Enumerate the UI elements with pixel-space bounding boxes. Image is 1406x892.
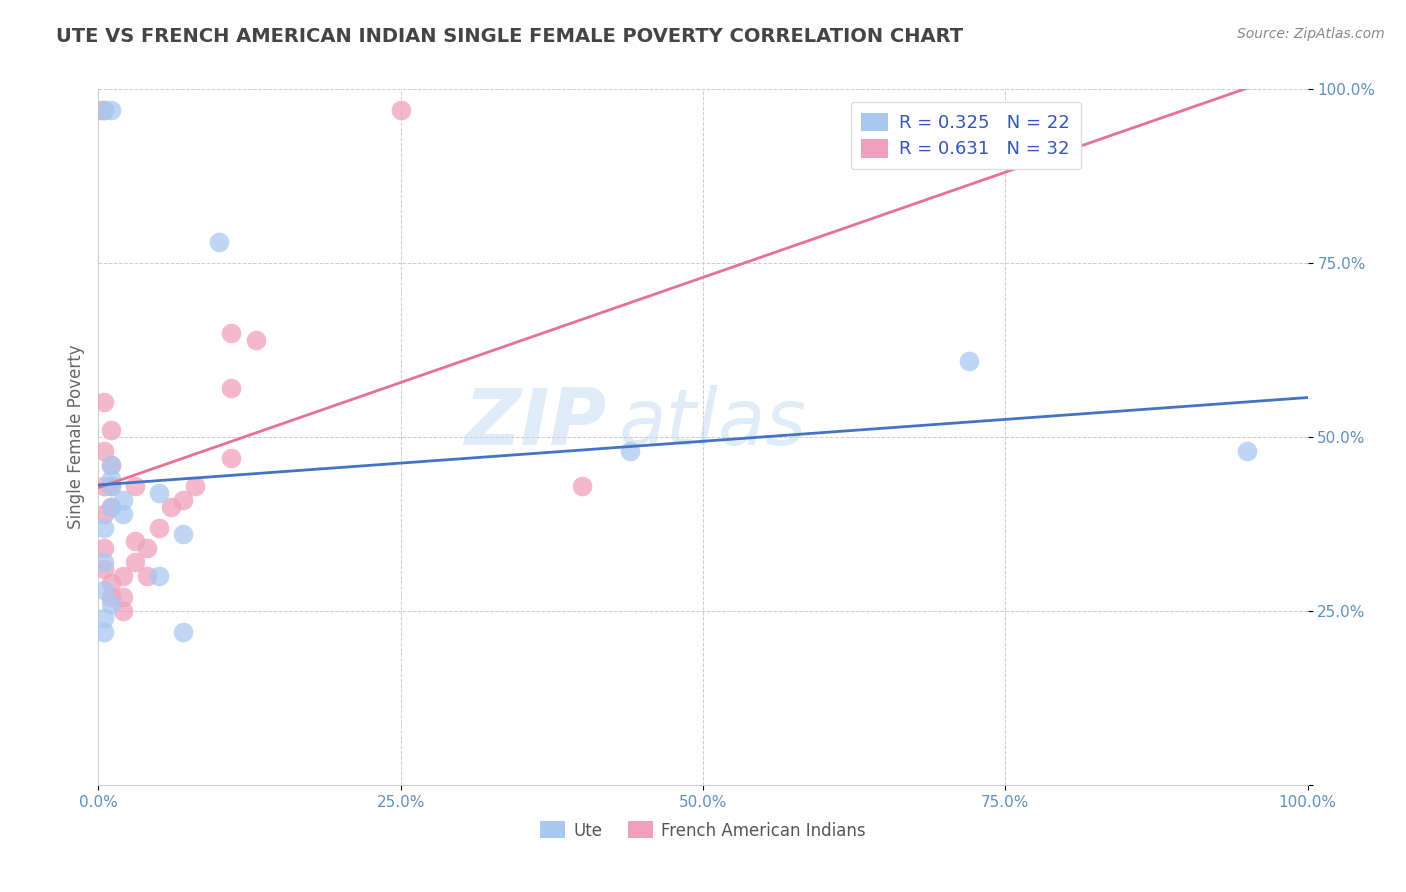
Point <box>148 520 170 534</box>
Point <box>135 541 157 556</box>
Point <box>93 507 115 521</box>
Point <box>100 500 122 514</box>
Point <box>100 479 122 493</box>
Point <box>93 444 115 458</box>
Point <box>111 492 134 507</box>
Point <box>100 500 122 514</box>
Point <box>100 458 122 472</box>
Point <box>93 103 115 117</box>
Text: UTE VS FRENCH AMERICAN INDIAN SINGLE FEMALE POVERTY CORRELATION CHART: UTE VS FRENCH AMERICAN INDIAN SINGLE FEM… <box>56 27 963 45</box>
Point <box>93 103 115 117</box>
Point <box>100 423 122 437</box>
Point <box>957 353 980 368</box>
Point <box>124 555 146 569</box>
Point <box>571 479 593 493</box>
Point <box>160 500 183 514</box>
Text: atlas: atlas <box>619 385 806 461</box>
Text: ZIP: ZIP <box>464 385 606 461</box>
Point <box>100 472 122 486</box>
Point <box>100 103 122 117</box>
Point <box>245 333 267 347</box>
Point <box>93 562 115 576</box>
Point <box>172 492 194 507</box>
Point <box>148 485 170 500</box>
Point <box>135 569 157 583</box>
Point <box>1236 444 1258 458</box>
Point <box>172 527 194 541</box>
Y-axis label: Single Female Poverty: Single Female Poverty <box>66 345 84 529</box>
Point <box>221 381 243 395</box>
Point <box>221 326 243 340</box>
Point <box>208 235 231 250</box>
Point <box>93 395 115 409</box>
Point <box>111 604 134 618</box>
Point <box>93 611 115 625</box>
Point <box>93 583 115 598</box>
Point <box>100 479 122 493</box>
Point <box>172 624 194 639</box>
Point <box>221 450 243 465</box>
Point <box>90 103 112 117</box>
Point <box>111 569 134 583</box>
Point <box>93 624 115 639</box>
Point <box>148 569 170 583</box>
Point <box>111 507 134 521</box>
Text: Source: ZipAtlas.com: Source: ZipAtlas.com <box>1237 27 1385 41</box>
Point <box>124 534 146 549</box>
Legend: Ute, French American Indians: Ute, French American Indians <box>534 814 872 847</box>
Point <box>93 541 115 556</box>
Point <box>93 555 115 569</box>
Point <box>389 103 412 117</box>
Point <box>100 458 122 472</box>
Point <box>619 444 641 458</box>
Point <box>124 479 146 493</box>
Point <box>93 479 115 493</box>
Point <box>100 576 122 591</box>
Point <box>184 479 207 493</box>
Point <box>100 590 122 604</box>
Point <box>100 597 122 611</box>
Point <box>93 520 115 534</box>
Point <box>111 590 134 604</box>
